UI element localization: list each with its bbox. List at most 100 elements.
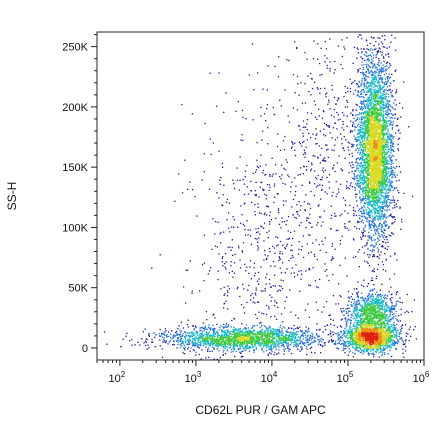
event-dot [361,115,363,118]
event-dot [293,345,295,348]
event-dot [370,70,372,72]
event-dot [360,113,362,115]
event-dot [384,225,387,227]
event-dot [257,241,259,243]
event-dot [357,52,360,54]
event-dot [244,228,246,231]
event-dot [373,353,375,356]
event-dot [369,87,371,89]
event-dot [360,320,362,322]
event-dot [284,272,286,274]
event-dot [367,82,370,84]
event-dot [390,235,392,237]
event-dot [369,101,371,103]
event-dot [389,312,391,314]
event-dot [399,320,401,322]
event-dot [379,85,381,87]
event-dot [374,80,376,83]
event-dot [266,214,268,216]
event-dot [359,315,362,318]
event-dot [343,314,345,316]
event-dot [391,232,393,234]
event-dot [163,334,166,336]
event-dot [351,155,354,157]
event-dot [386,196,388,199]
event-dot [360,305,362,307]
event-dot [280,341,282,343]
event-dot [180,336,182,338]
event-dot [381,99,383,101]
event-dot [358,106,360,108]
event-dot [360,208,362,210]
event-dot [354,80,356,82]
event-dot [371,93,373,95]
event-dot [374,75,377,77]
event-dot [364,303,366,305]
event-dot [216,348,219,350]
event-dot [168,331,170,333]
event-dot [353,301,355,303]
event-dot [180,342,183,344]
event-dot [368,222,370,224]
event-dot [303,149,305,152]
event-dot [346,324,348,326]
event-dot [309,182,311,184]
event-dot [343,335,345,337]
event-dot [208,356,210,358]
event-dot [248,331,250,333]
event-dot [363,127,365,129]
event-dot [381,231,383,233]
event-dot [320,47,322,49]
event-dot [334,248,336,250]
event-dot [365,71,367,74]
event-dot [327,125,329,127]
event-dot [401,221,403,223]
event-dot [246,345,248,348]
event-dot [369,348,371,350]
event-dot [382,216,385,218]
event-dot [378,77,380,79]
event-dot [319,92,321,94]
event-dot [321,73,323,76]
event-dot [352,238,355,240]
event-dot [357,186,359,188]
event-dot [179,347,181,349]
event-dot [315,138,317,140]
event-dot [242,345,244,347]
event-dot [227,308,229,310]
event-dot [267,65,269,67]
event-dot [296,75,299,78]
event-dot [185,334,187,336]
event-dot [341,127,343,129]
event-dot [290,331,292,333]
event-dot [310,72,312,75]
event-dot [230,344,232,346]
event-dot [263,213,265,216]
event-dot [199,327,201,329]
event-dot [386,61,388,63]
event-dot [372,352,374,354]
event-dot [239,259,241,261]
event-dot [206,343,208,346]
event-dot [383,188,385,190]
event-dot [366,301,369,303]
event-dot [383,222,385,224]
event-dot [271,157,273,159]
event-dot [287,342,289,344]
event-dot [378,72,380,74]
event-dot [387,323,389,325]
event-dot [390,173,392,175]
event-dot [380,210,383,212]
event-dot [373,72,375,74]
event-dot [233,346,235,348]
event-dot [298,270,300,272]
event-dot [371,236,373,238]
event-dot [208,344,210,346]
event-dot [392,186,394,188]
event-dot [191,345,194,347]
event-dot [354,170,356,172]
event-dot [198,344,200,346]
event-dot [382,69,385,72]
event-dot [359,323,361,325]
event-dot [323,342,325,344]
